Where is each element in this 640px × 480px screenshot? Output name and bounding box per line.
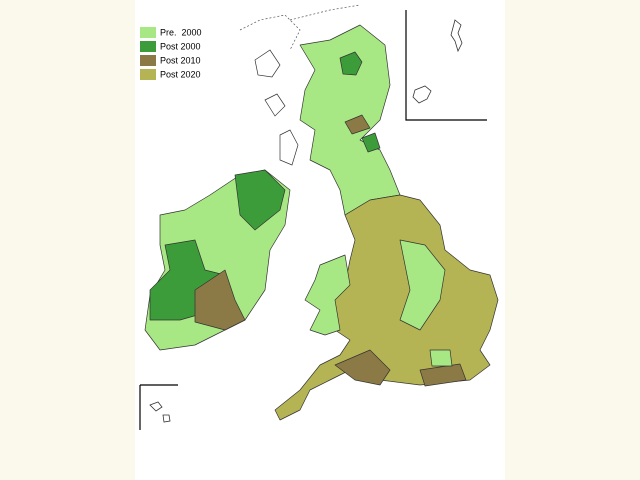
region [194, 269, 246, 331]
region [304, 254, 351, 336]
region [334, 349, 391, 386]
legend-swatch [140, 41, 156, 52]
region [344, 114, 371, 135]
region [339, 51, 363, 76]
region [234, 169, 286, 231]
region [399, 239, 446, 331]
legend-label: Post 2020 [160, 69, 201, 79]
legend-swatch [140, 55, 156, 66]
islands [254, 49, 299, 166]
islands [149, 401, 171, 423]
legend-swatch [140, 27, 156, 38]
legend-swatch [140, 69, 156, 80]
region [429, 349, 453, 367]
islands [412, 19, 463, 104]
legend-label: Post 2010 [160, 55, 201, 65]
legend-label: Pre. 2000 [160, 27, 202, 37]
inset-frame [405, 10, 487, 121]
region [361, 132, 381, 153]
legend-label: Post 2000 [160, 41, 201, 51]
sea-boundary [239, 4, 361, 51]
legend: Pre. 2000 Post 2000 Post 2010 Post 2020 [140, 27, 202, 80]
